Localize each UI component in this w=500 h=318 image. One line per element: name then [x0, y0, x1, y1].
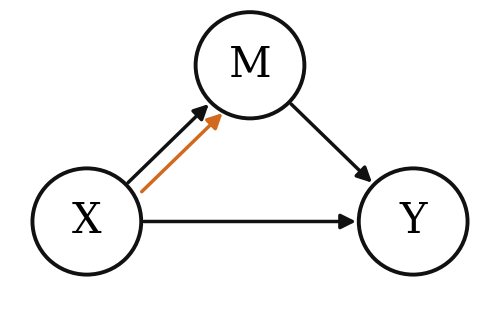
Ellipse shape — [359, 168, 468, 275]
Ellipse shape — [196, 12, 304, 118]
Ellipse shape — [32, 168, 141, 275]
Text: Y: Y — [400, 200, 427, 243]
Text: M: M — [228, 44, 272, 86]
Text: X: X — [72, 200, 102, 243]
